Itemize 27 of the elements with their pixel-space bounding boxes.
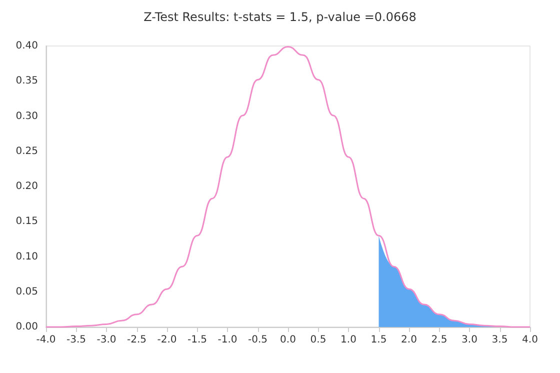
y-tick-label: 0.40 — [16, 40, 38, 52]
x-tick-label: 0.5 — [310, 334, 326, 346]
x-tick-label: 3.0 — [462, 334, 478, 346]
x-tick-label: -2.0 — [157, 334, 177, 346]
y-tick-label: 0.05 — [16, 286, 38, 298]
x-tick-label: 0.0 — [280, 334, 296, 346]
x-tick-label: 2.5 — [431, 334, 448, 346]
y-tick-label: 0.15 — [16, 216, 38, 228]
x-tick-label: -4.0 — [36, 334, 56, 346]
x-tick-label: 3.5 — [492, 334, 508, 346]
x-tick-label: -3.5 — [66, 334, 86, 346]
y-tick-label: 0.00 — [16, 322, 38, 332]
x-tick-label: -3.0 — [96, 334, 116, 346]
y-tick-label: 0.35 — [16, 76, 38, 87]
x-tick-label: -1.0 — [218, 334, 238, 346]
y-tick-label: 0.20 — [16, 181, 38, 192]
x-tick-label: 2.0 — [401, 334, 417, 346]
x-tick-label: -1.5 — [187, 334, 208, 346]
x-tick-label: 1.0 — [340, 334, 356, 346]
y-tick-label: 0.25 — [16, 146, 38, 157]
chart-title: Z-Test Results: t-stats = 1.5, p-value =0.0668 — [144, 10, 416, 24]
x-tick-label: -2.5 — [126, 334, 147, 346]
y-tick-label: 0.10 — [16, 251, 38, 262]
x-tick-label: 1.5 — [370, 334, 387, 346]
y-tick-label: 0.30 — [16, 110, 38, 122]
x-tick-label: -0.5 — [248, 334, 268, 346]
x-tick-label: 4.0 — [522, 334, 538, 346]
